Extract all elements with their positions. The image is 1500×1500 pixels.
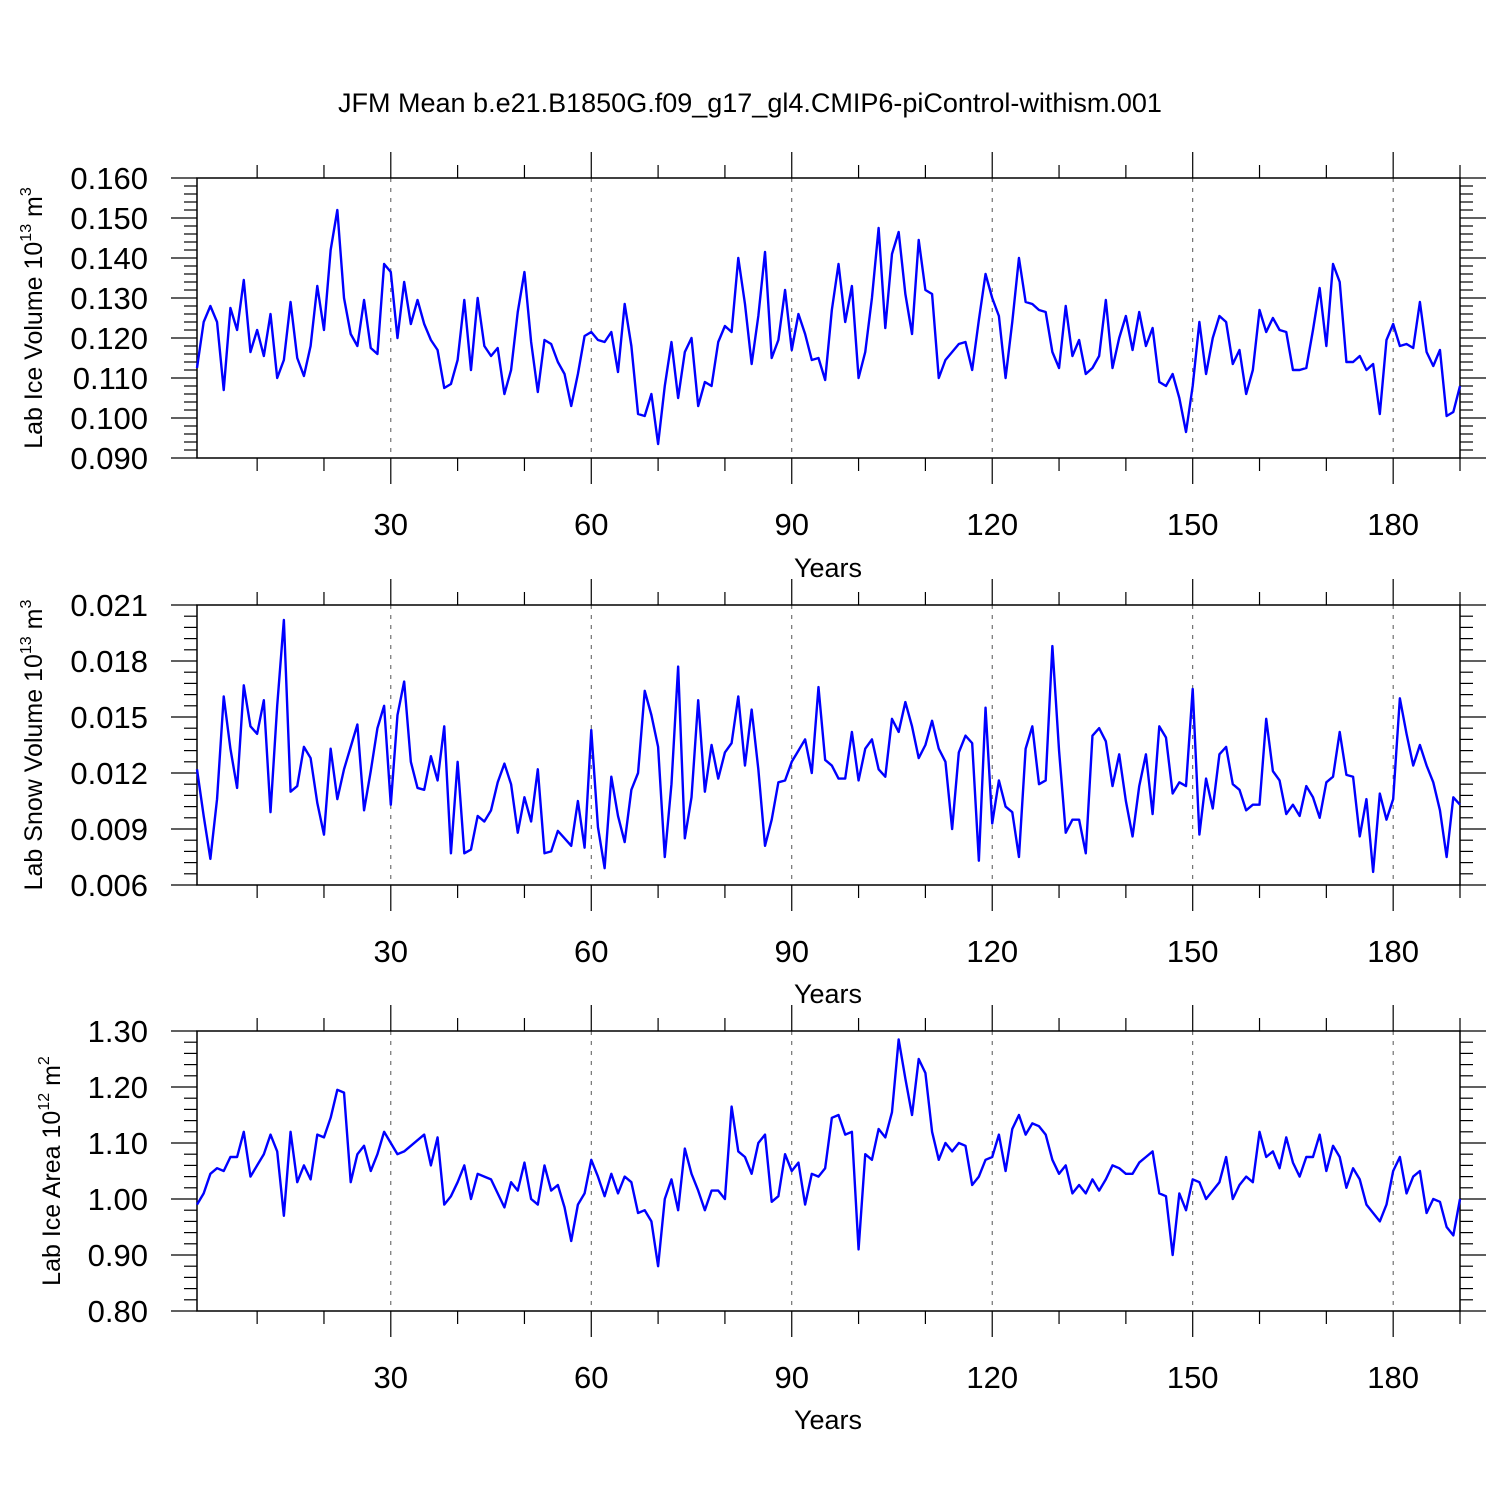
x-tick-label: 90 [775, 934, 809, 969]
x-tick-labels: 30 60 90 120 150 180 [374, 1360, 1419, 1395]
y-tick-label: 0.012 [70, 756, 148, 791]
y-tick-labels: 0.006 0.009 0.012 0.015 0.018 0.021 [70, 588, 148, 903]
y-tick-label: 1.20 [88, 1070, 148, 1105]
series-line-snow-volume [195, 618, 1461, 874]
y-tick-label: 0.160 [70, 161, 148, 196]
x-tick-label: 90 [775, 507, 809, 542]
y-tick-label: 0.150 [70, 201, 148, 236]
grid-lines [390, 1031, 1394, 1311]
panel-snow-volume: 0.006 0.009 0.012 0.015 0.018 0.021 30 60 90 120… [18, 579, 1486, 1009]
axis-ticks [171, 1005, 1486, 1337]
x-tick-labels: 30 60 90 120 150 180 [374, 934, 1419, 969]
x-tick-label: 60 [574, 934, 608, 969]
x-tick-label: 30 [374, 507, 408, 542]
y-tick-labels: 0.80 0.90 1.00 1.10 1.20 1.30 [88, 1014, 148, 1329]
y-axis-label: Lab Ice Area 1012 m2 [36, 1056, 66, 1286]
x-axis-label: Years [794, 1405, 862, 1435]
x-tick-label: 150 [1167, 1360, 1219, 1395]
panel-ice-area: 0.80 0.90 1.00 1.10 1.20 1.30 30 60 90 120 150 180… [36, 1005, 1486, 1435]
panel-ice-volume: 0.090 0.100 0.110 0.120 0.130 0.140 0.150 0.160… [18, 152, 1486, 583]
axis-ticks [171, 152, 1486, 484]
x-tick-labels: 30 60 90 120 150 180 [374, 507, 1419, 542]
y-tick-label: 0.110 [73, 361, 148, 396]
chart-title: JFM Mean b.e21.B1850G.f09_g17_gl4.CMIP6-… [338, 88, 1162, 118]
y-tick-label: 1.30 [88, 1014, 148, 1049]
y-tick-label: 1.10 [88, 1126, 148, 1161]
x-tick-label: 120 [966, 1360, 1018, 1395]
x-tick-label: 120 [966, 934, 1018, 969]
y-axis-label: Lab Ice Volume 1013 m3 [18, 187, 48, 449]
plot-frame [196, 177, 1461, 459]
y-tick-label: 0.100 [70, 401, 148, 436]
x-axis-label: Years [794, 979, 862, 1009]
y-axis-label: Lab Snow Volume 1013 m3 [18, 600, 48, 891]
y-tick-label: 0.120 [70, 321, 148, 356]
y-tick-label: 0.140 [70, 241, 148, 276]
x-tick-label: 60 [574, 1360, 608, 1395]
y-tick-label: 1.00 [88, 1182, 148, 1217]
x-tick-label: 180 [1367, 507, 1419, 542]
x-tick-label: 90 [775, 1360, 809, 1395]
x-tick-label: 60 [574, 507, 608, 542]
x-tick-label: 30 [374, 934, 408, 969]
y-tick-label: 0.021 [70, 588, 148, 623]
y-tick-label: 0.130 [70, 281, 148, 316]
grid-lines [390, 605, 1394, 885]
y-tick-label: 0.80 [88, 1294, 148, 1329]
y-tick-label: 0.018 [70, 644, 148, 679]
plot-frame [196, 604, 1461, 886]
y-tick-label: 0.090 [70, 441, 148, 476]
plot-frame [196, 1030, 1461, 1312]
x-tick-label: 180 [1367, 934, 1419, 969]
y-tick-label: 0.009 [70, 812, 148, 847]
grid-lines [390, 178, 1394, 458]
series-line-ice-area [195, 1038, 1462, 1268]
y-tick-labels: 0.090 0.100 0.110 0.120 0.130 0.140 0.150 0.160 [70, 161, 148, 476]
y-tick-label: 0.006 [70, 868, 148, 903]
y-tick-label: 0.015 [70, 700, 148, 735]
x-tick-label: 150 [1167, 507, 1219, 542]
series-line-ice-volume [195, 208, 1462, 446]
x-tick-label: 120 [966, 507, 1018, 542]
x-tick-label: 30 [374, 1360, 408, 1395]
x-axis-label: Years [794, 553, 862, 583]
x-tick-label: 180 [1367, 1360, 1419, 1395]
axis-ticks [171, 579, 1486, 911]
y-tick-label: 0.90 [88, 1238, 148, 1273]
x-tick-label: 150 [1167, 934, 1219, 969]
